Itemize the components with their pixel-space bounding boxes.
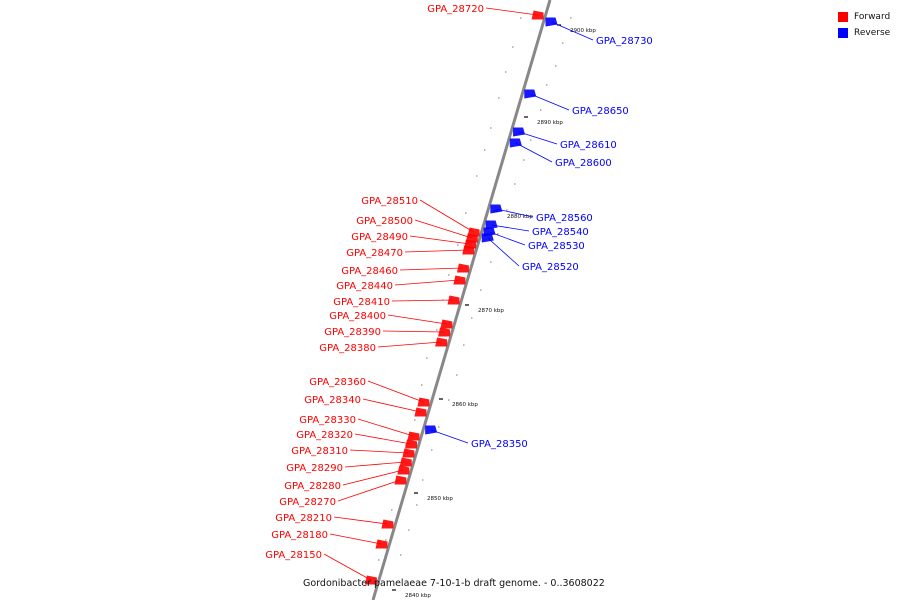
- gene-label[interactable]: GPA_28460: [341, 266, 398, 277]
- gene-label[interactable]: GPA_28470: [346, 248, 403, 259]
- gene-label[interactable]: GPA_28400: [329, 311, 386, 322]
- gene-leader: [414, 219, 472, 239]
- gene-leader: [404, 249, 469, 253]
- gene-leader: [362, 398, 421, 413]
- gene-leader: [342, 469, 404, 486]
- gene-leader: [551, 21, 594, 41]
- legend-item-forward: Forward: [838, 9, 898, 24]
- legend-label-reverse: Reverse: [854, 27, 891, 38]
- gene-leader: [431, 429, 469, 444]
- scale-label: 2880 kbp: [507, 214, 533, 220]
- gene-label[interactable]: GPA_28380: [319, 343, 376, 354]
- genome-caption: Gordonibacter pamelaeae 7-10-1-b draft g…: [303, 578, 605, 589]
- gene-label[interactable]: GPA_28330: [299, 415, 356, 426]
- gene-label[interactable]: GPA_28360: [309, 377, 366, 388]
- gene-label[interactable]: GPA_28410: [333, 297, 390, 308]
- gene-leader: [485, 7, 538, 16]
- gene-label[interactable]: GPA_28270: [279, 497, 336, 508]
- legend-item-reverse: Reverse: [838, 25, 898, 40]
- gene-leader: [344, 461, 406, 468]
- gene-leader: [337, 479, 401, 502]
- gene-label[interactable]: GPA_28650: [572, 106, 629, 117]
- gene-label[interactable]: GPA_28500: [356, 216, 413, 227]
- gene-leader: [489, 231, 526, 246]
- gene-label[interactable]: GPA_28510: [361, 196, 418, 207]
- gene-leader: [387, 314, 447, 325]
- gene-leader: [419, 199, 474, 233]
- gene-label[interactable]: GPA_28290: [286, 463, 343, 474]
- gene-leader: [515, 142, 553, 163]
- gene-leader: [391, 299, 454, 302]
- gene-label[interactable]: GPA_28440: [336, 281, 393, 292]
- gene-label[interactable]: GPA_28180: [271, 530, 328, 541]
- scale-label: 2900 kbp: [570, 28, 596, 34]
- gene-leader: [530, 93, 570, 111]
- gene-leader: [367, 380, 424, 403]
- reverse-swatch: [838, 27, 848, 38]
- gene-label[interactable]: GPA_28390: [324, 327, 381, 338]
- gene-label[interactable]: GPA_28310: [291, 446, 348, 457]
- gene-leader: [394, 279, 460, 286]
- gene-label[interactable]: GPA_28720: [427, 4, 484, 15]
- gene-label[interactable]: GPA_28600: [555, 158, 612, 169]
- gene-label[interactable]: GPA_28340: [304, 395, 361, 406]
- scale-label: 2850 kbp: [427, 496, 453, 502]
- gene-leader: [409, 235, 471, 245]
- scale-label: 2860 kbp: [452, 402, 478, 408]
- gene-leader: [354, 433, 412, 445]
- gene-leader: [491, 224, 530, 232]
- gene-label[interactable]: GPA_28520: [522, 262, 579, 273]
- gene-leader: [487, 237, 520, 267]
- gene-label[interactable]: GPA_28280: [284, 481, 341, 492]
- gene-leader: [357, 418, 414, 437]
- scale-label: 2890 kbp: [537, 120, 563, 126]
- gene-leader: [377, 341, 442, 348]
- gene-label[interactable]: GPA_28490: [351, 232, 408, 243]
- gene-label[interactable]: GPA_28150: [265, 550, 322, 561]
- gene-leader: [382, 330, 445, 333]
- legend-label-forward: Forward: [854, 11, 891, 22]
- gene-leader: [349, 449, 409, 454]
- gene-label[interactable]: GPA_28560: [536, 213, 593, 224]
- gene-leader: [518, 131, 558, 145]
- gene-leader: [329, 533, 382, 545]
- gene-leader: [333, 516, 388, 525]
- legend: Forward Reverse: [838, 9, 898, 41]
- gene-label[interactable]: GPA_28320: [296, 430, 353, 441]
- scale-label: 2870 kbp: [478, 308, 504, 314]
- gene-leader: [399, 267, 463, 271]
- gene-label[interactable]: GPA_28350: [471, 439, 528, 450]
- gene-leader: [496, 208, 534, 218]
- gene-label[interactable]: GPA_28610: [560, 140, 617, 151]
- gene-label[interactable]: GPA_28210: [275, 513, 332, 524]
- gene-label[interactable]: GPA_28530: [528, 241, 585, 252]
- gene-leader: [323, 553, 372, 581]
- gene-label[interactable]: GPA_28540: [532, 227, 589, 238]
- genome-backbone: [371, 0, 552, 600]
- scale-label: 2840 kbp: [405, 593, 431, 599]
- gene-label[interactable]: GPA_28730: [596, 36, 653, 47]
- forward-swatch: [838, 11, 848, 22]
